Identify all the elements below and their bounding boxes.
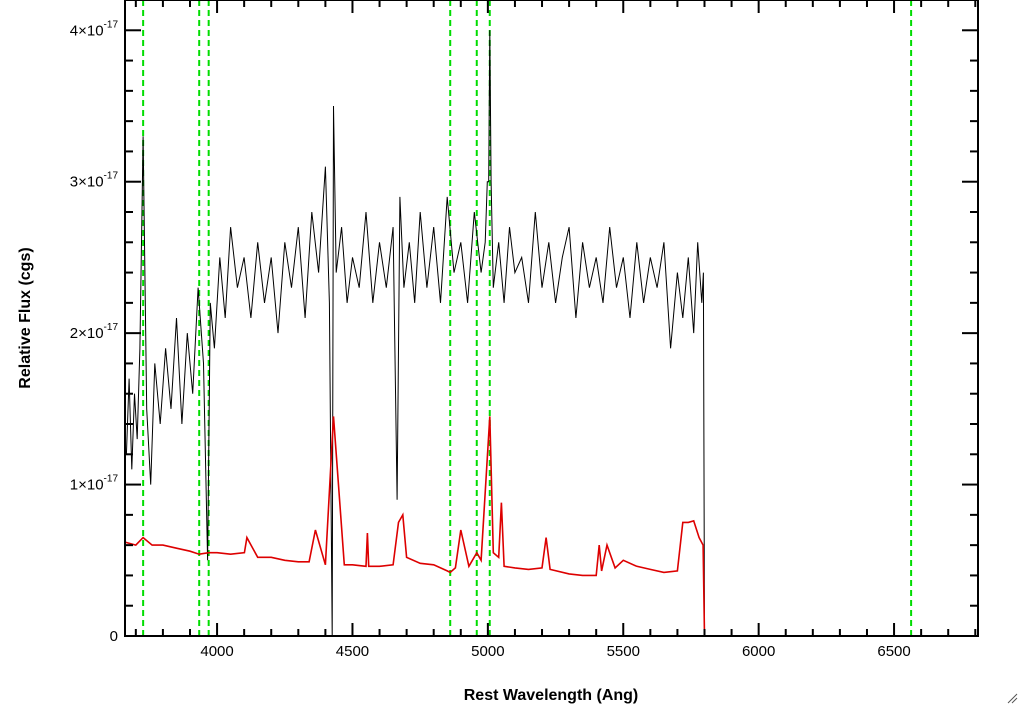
x-tick-label: 4500: [336, 643, 369, 660]
series-line-0: [125, 30, 705, 637]
y-axis-ticks: 0 1×10-17 2×10-17 3×10-17 4×10-17: [70, 0, 978, 645]
plot-frame: [124, 0, 979, 637]
y-tick-label: 4×10-17: [70, 19, 119, 39]
y-tick-label: 1×10-17: [70, 474, 119, 494]
x-axis-ticks: 4000 4500 5000 5500 6000 6500: [134, 0, 977, 660]
x-tick-label: 5500: [607, 643, 640, 660]
x-tick-label: 6500: [877, 643, 910, 660]
y-tick-label: 0: [110, 628, 118, 645]
y-axis-title: Relative Flux (cgs): [17, 247, 34, 388]
resize-grip-icon[interactable]: [1006, 692, 1018, 704]
y-tick-label: 3×10-17: [70, 171, 119, 191]
y-tick-label: 2×10-17: [70, 322, 119, 342]
x-tick-label: 6000: [742, 643, 775, 660]
x-tick-label: 5000: [471, 643, 504, 660]
series-line-1: [124, 416, 978, 637]
x-tick-label: 4000: [200, 643, 233, 660]
series-layer: [124, 30, 978, 637]
x-axis-title: Rest Wavelength (Ang): [464, 687, 639, 704]
reference-lines: [142, 0, 913, 636]
